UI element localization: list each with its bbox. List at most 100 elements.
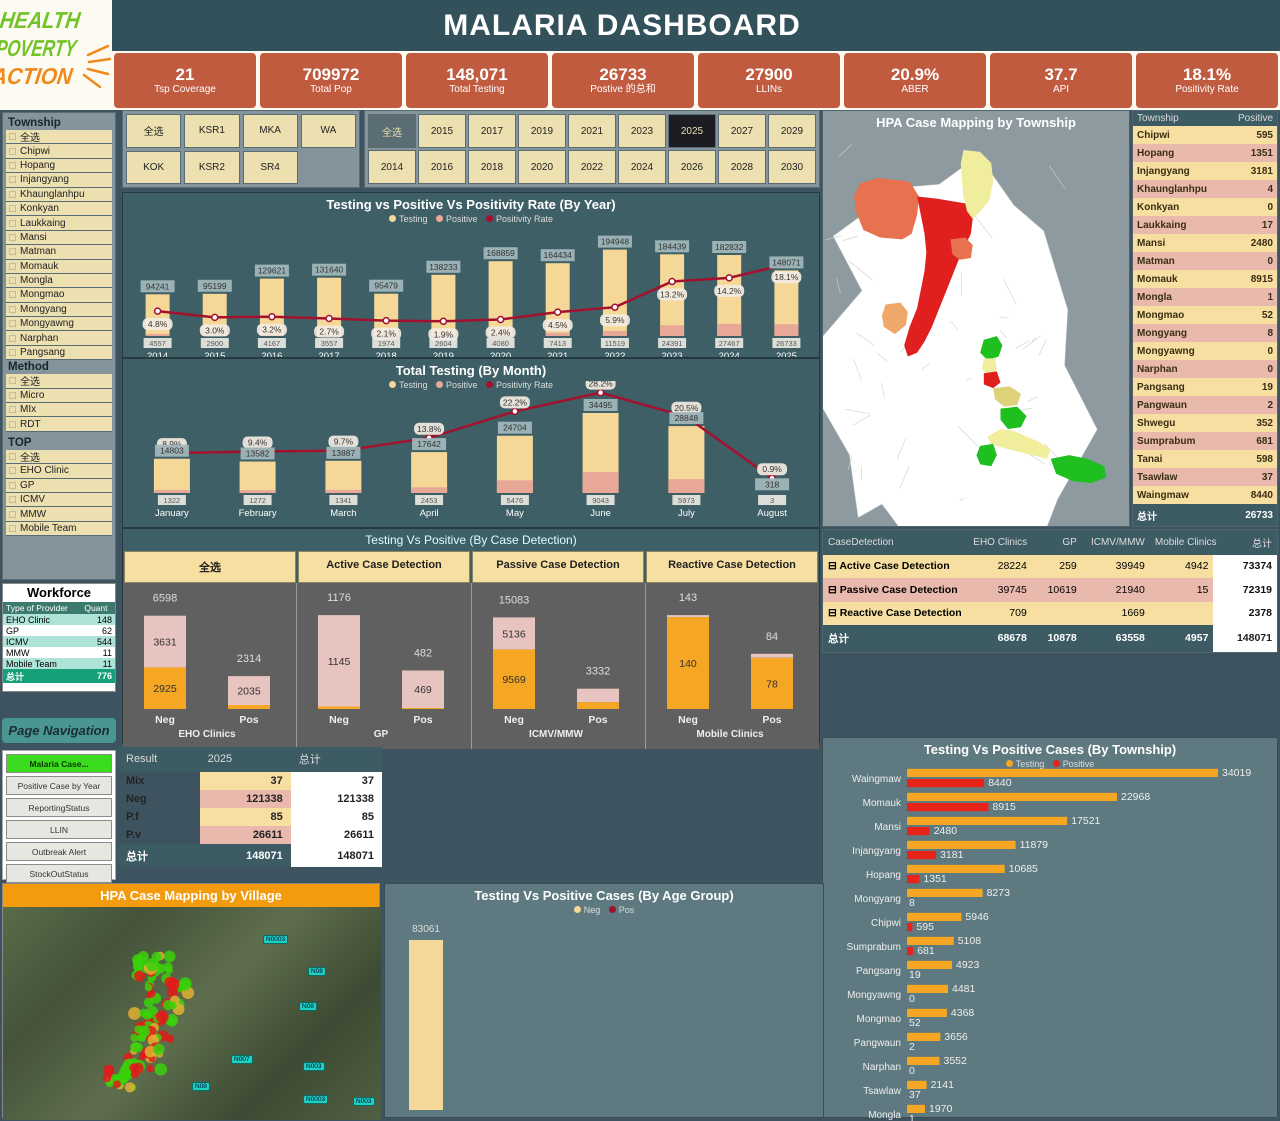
svg-text:13.8%: 13.8% xyxy=(417,424,442,434)
svg-text:1351: 1351 xyxy=(923,873,947,885)
svg-text:March: March xyxy=(330,508,356,519)
svg-text:7413: 7413 xyxy=(549,339,566,348)
svg-text:20.5%: 20.5% xyxy=(674,403,699,413)
svg-text:Mobile Clinics: Mobile Clinics xyxy=(696,729,764,740)
svg-text:Narphan: Narphan xyxy=(863,1062,901,1073)
svg-text:Waingmaw: Waingmaw xyxy=(852,774,902,785)
svg-text:Chipwi: Chipwi xyxy=(871,918,901,929)
svg-text:15083: 15083 xyxy=(498,594,529,606)
svg-text:9569: 9569 xyxy=(502,674,526,686)
svg-text:37: 37 xyxy=(909,1089,921,1101)
svg-text:24391: 24391 xyxy=(662,339,683,348)
svg-text:5476: 5476 xyxy=(507,496,524,505)
svg-text:681: 681 xyxy=(917,945,935,957)
svg-text:4557: 4557 xyxy=(149,339,166,348)
svg-text:1145: 1145 xyxy=(328,656,351,668)
svg-text:Injangyang: Injangyang xyxy=(852,846,901,857)
svg-text:4481: 4481 xyxy=(952,983,976,995)
svg-text:138233: 138233 xyxy=(429,262,458,272)
svg-text:26733: 26733 xyxy=(776,339,797,348)
svg-text:3.0%: 3.0% xyxy=(205,325,225,335)
svg-text:2314: 2314 xyxy=(237,653,261,665)
svg-text:140: 140 xyxy=(679,658,697,670)
svg-text:2018: 2018 xyxy=(376,351,397,357)
svg-text:Pos: Pos xyxy=(414,714,433,726)
svg-text:May: May xyxy=(506,508,524,519)
svg-text:3656: 3656 xyxy=(944,1031,968,1043)
svg-text:4.8%: 4.8% xyxy=(148,319,168,329)
svg-text:Neg: Neg xyxy=(678,714,698,726)
svg-text:129621: 129621 xyxy=(258,266,287,276)
svg-text:13.2%: 13.2% xyxy=(660,290,685,300)
svg-text:2604: 2604 xyxy=(435,339,452,348)
svg-text:2023: 2023 xyxy=(662,351,683,357)
svg-text:17521: 17521 xyxy=(1071,815,1100,827)
svg-text:2480: 2480 xyxy=(934,825,958,837)
svg-text:9.4%: 9.4% xyxy=(248,438,268,448)
svg-text:2900: 2900 xyxy=(206,339,223,348)
svg-text:95199: 95199 xyxy=(203,281,227,291)
svg-text:4.5%: 4.5% xyxy=(548,320,568,330)
svg-text:Neg: Neg xyxy=(155,714,175,726)
svg-text:Hopang: Hopang xyxy=(866,870,901,881)
svg-text:9043: 9043 xyxy=(592,496,609,505)
svg-text:Pangsang: Pangsang xyxy=(856,966,901,977)
svg-text:HEALTH: HEALTH xyxy=(0,7,83,33)
svg-text:78: 78 xyxy=(766,678,778,690)
svg-text:Neg: Neg xyxy=(329,714,349,726)
svg-text:17642: 17642 xyxy=(417,439,441,449)
svg-text:469: 469 xyxy=(414,684,432,696)
svg-text:22968: 22968 xyxy=(1121,791,1150,803)
svg-text:Mongyawng: Mongyawng xyxy=(847,990,901,1001)
svg-text:February: February xyxy=(239,508,277,519)
svg-text:Mongmao: Mongmao xyxy=(857,1014,902,1025)
svg-text:Pos: Pos xyxy=(762,714,781,726)
svg-text:1341: 1341 xyxy=(335,496,352,505)
svg-text:2.7%: 2.7% xyxy=(319,327,339,337)
svg-text:8: 8 xyxy=(909,897,915,909)
svg-text:13582: 13582 xyxy=(246,449,270,459)
svg-text:1176: 1176 xyxy=(327,592,351,604)
svg-text:28848: 28848 xyxy=(675,413,699,423)
svg-text:2: 2 xyxy=(909,1041,915,1053)
svg-text:8915: 8915 xyxy=(993,801,1017,813)
svg-text:2025: 2025 xyxy=(776,351,797,357)
svg-text:318: 318 xyxy=(765,479,779,489)
svg-text:83061: 83061 xyxy=(412,924,440,935)
svg-text:0.9%: 0.9% xyxy=(762,464,782,474)
svg-text:34495: 34495 xyxy=(589,400,613,410)
svg-text:Pos: Pos xyxy=(239,714,258,726)
svg-text:11519: 11519 xyxy=(605,339,625,348)
svg-text:Pangwaun: Pangwaun xyxy=(854,1038,901,1049)
svg-text:1.9%: 1.9% xyxy=(434,329,454,339)
svg-text:8273: 8273 xyxy=(987,887,1011,899)
svg-text:3332: 3332 xyxy=(585,666,609,678)
svg-text:131640: 131640 xyxy=(315,265,344,275)
svg-text:April: April xyxy=(420,508,439,519)
svg-text:3: 3 xyxy=(770,496,774,505)
svg-text:ACTION: ACTION xyxy=(0,63,75,89)
svg-text:1: 1 xyxy=(909,1113,915,1121)
svg-text:164434: 164434 xyxy=(544,250,573,260)
svg-text:GP: GP xyxy=(374,729,389,740)
svg-text:143: 143 xyxy=(679,592,697,604)
svg-text:2925: 2925 xyxy=(153,683,177,695)
svg-text:1272: 1272 xyxy=(249,496,266,505)
svg-text:2017: 2017 xyxy=(319,351,340,357)
svg-text:2141: 2141 xyxy=(931,1079,955,1091)
svg-text:1970: 1970 xyxy=(929,1103,953,1115)
svg-text:Mansi: Mansi xyxy=(874,822,901,833)
svg-text:9.7%: 9.7% xyxy=(334,437,354,447)
svg-text:1974: 1974 xyxy=(378,339,395,348)
svg-text:2021: 2021 xyxy=(547,351,568,357)
svg-text:194948: 194948 xyxy=(601,237,630,247)
svg-text:2022: 2022 xyxy=(604,351,625,357)
svg-text:182832: 182832 xyxy=(715,242,744,252)
svg-text:595: 595 xyxy=(916,921,934,933)
svg-text:4923: 4923 xyxy=(956,959,980,971)
svg-text:95479: 95479 xyxy=(374,281,398,291)
svg-text:14803: 14803 xyxy=(160,446,184,456)
svg-text:2019: 2019 xyxy=(433,351,454,357)
svg-text:Mongla: Mongla xyxy=(868,1110,901,1121)
svg-text:168859: 168859 xyxy=(486,248,515,258)
